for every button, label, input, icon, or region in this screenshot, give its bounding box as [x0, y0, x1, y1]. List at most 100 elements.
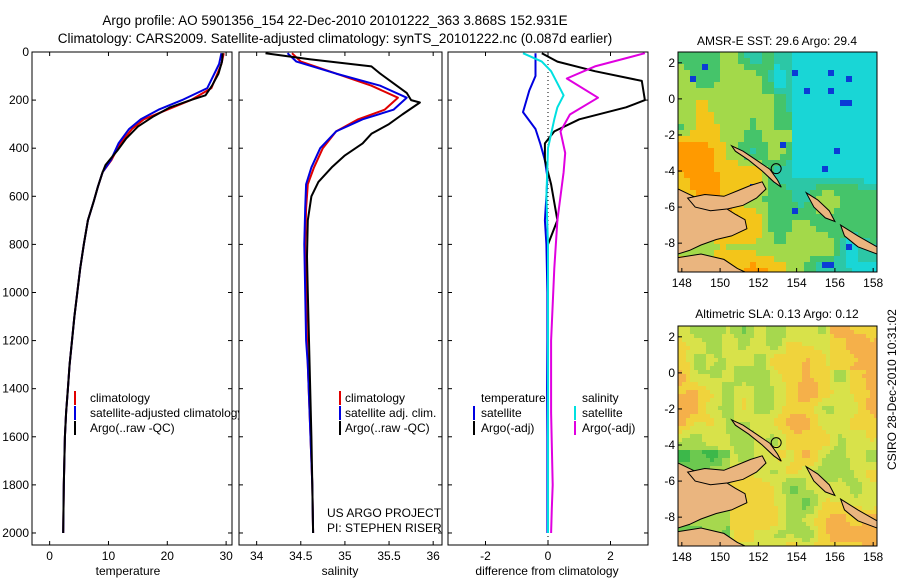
map-cell [702, 386, 707, 391]
map-cell [702, 52, 709, 59]
map-cell [858, 178, 865, 185]
map-cell [790, 394, 795, 399]
map-cell [758, 474, 763, 479]
map-cell [782, 394, 787, 399]
map-cell [770, 418, 775, 423]
map-cell [838, 450, 843, 455]
map-cell [818, 350, 823, 355]
map-cell [830, 494, 835, 499]
map-cell [750, 166, 757, 173]
map-cell [682, 330, 687, 335]
map-cell [768, 256, 775, 263]
map-cell [698, 410, 703, 415]
map-cell [750, 398, 755, 403]
map-cell [734, 518, 739, 523]
map-cell [854, 470, 859, 475]
map-cell [802, 346, 807, 351]
map-cell [814, 394, 819, 399]
map-cell [834, 238, 841, 245]
map-cell [762, 490, 767, 495]
map-cell [858, 538, 863, 543]
map-cell [816, 112, 823, 119]
map-cell [762, 526, 767, 531]
map-cell [732, 70, 739, 77]
map-cell [822, 470, 827, 475]
map-cell [862, 490, 867, 495]
map-cell [834, 378, 839, 383]
map-cell [870, 250, 877, 257]
map-cell [754, 518, 759, 523]
map-cell [746, 394, 751, 399]
map-cell [754, 378, 759, 383]
map-cell [778, 326, 783, 331]
map-cell [780, 136, 787, 143]
map-cell [762, 172, 769, 179]
map-cell [746, 434, 751, 439]
map-cell [810, 214, 817, 221]
map-cell [702, 190, 709, 197]
map-cell [846, 154, 853, 161]
map-cell [866, 374, 871, 379]
map-cell [734, 390, 739, 395]
map-cell [852, 226, 859, 233]
map-cell [678, 94, 685, 101]
map-cell [766, 366, 771, 371]
map-cell [852, 100, 859, 107]
map-cell [854, 362, 859, 367]
map-cell [862, 382, 867, 387]
map-cell [830, 458, 835, 463]
map-cell [744, 100, 751, 107]
map-cell [834, 374, 839, 379]
map-cell [864, 250, 871, 257]
map-cell [684, 118, 691, 125]
map-cell [850, 426, 855, 431]
map-cell [834, 466, 839, 471]
map-cell [866, 486, 871, 491]
legend-label-argo: Argo(..raw -QC) [90, 421, 175, 435]
map-cell [778, 394, 783, 399]
map-cell [722, 358, 727, 363]
map-cell [730, 442, 735, 447]
map-cell [802, 374, 807, 379]
map-cell [854, 474, 859, 479]
map-cell [690, 142, 697, 149]
map-cell [726, 82, 733, 89]
map-cell [746, 398, 751, 403]
map-cell [798, 338, 803, 343]
map-cell [792, 262, 799, 269]
map-cell [816, 256, 823, 263]
map-cell [756, 70, 763, 77]
map-cell [858, 486, 863, 491]
map-cell [834, 514, 839, 519]
map-cell [834, 172, 841, 179]
map-cell [756, 142, 763, 149]
map-cell [780, 58, 787, 65]
map-cell [738, 106, 745, 113]
map-cell [694, 458, 699, 463]
map-cell [802, 490, 807, 495]
map-cell [798, 382, 803, 387]
map-cell [850, 394, 855, 399]
map-cell [678, 82, 685, 89]
map-cell [816, 70, 823, 77]
map-cell [696, 142, 703, 149]
map-cell [696, 166, 703, 173]
map-cell [804, 64, 811, 71]
map-cell [682, 462, 687, 467]
map-cell [726, 178, 733, 185]
map-cell [810, 58, 817, 65]
map-cell [694, 390, 699, 395]
map-cell [678, 390, 683, 395]
map-cell [754, 490, 759, 495]
map-cell [738, 70, 745, 77]
map-cell [822, 76, 829, 83]
map-cell [834, 502, 839, 507]
map-cell [766, 374, 771, 379]
map-cell [732, 178, 739, 185]
map-cell [862, 374, 867, 379]
map-cell [782, 334, 787, 339]
map-cell [774, 220, 781, 227]
map-cell [830, 330, 835, 335]
map-cell [706, 434, 711, 439]
map-cell [702, 366, 707, 371]
